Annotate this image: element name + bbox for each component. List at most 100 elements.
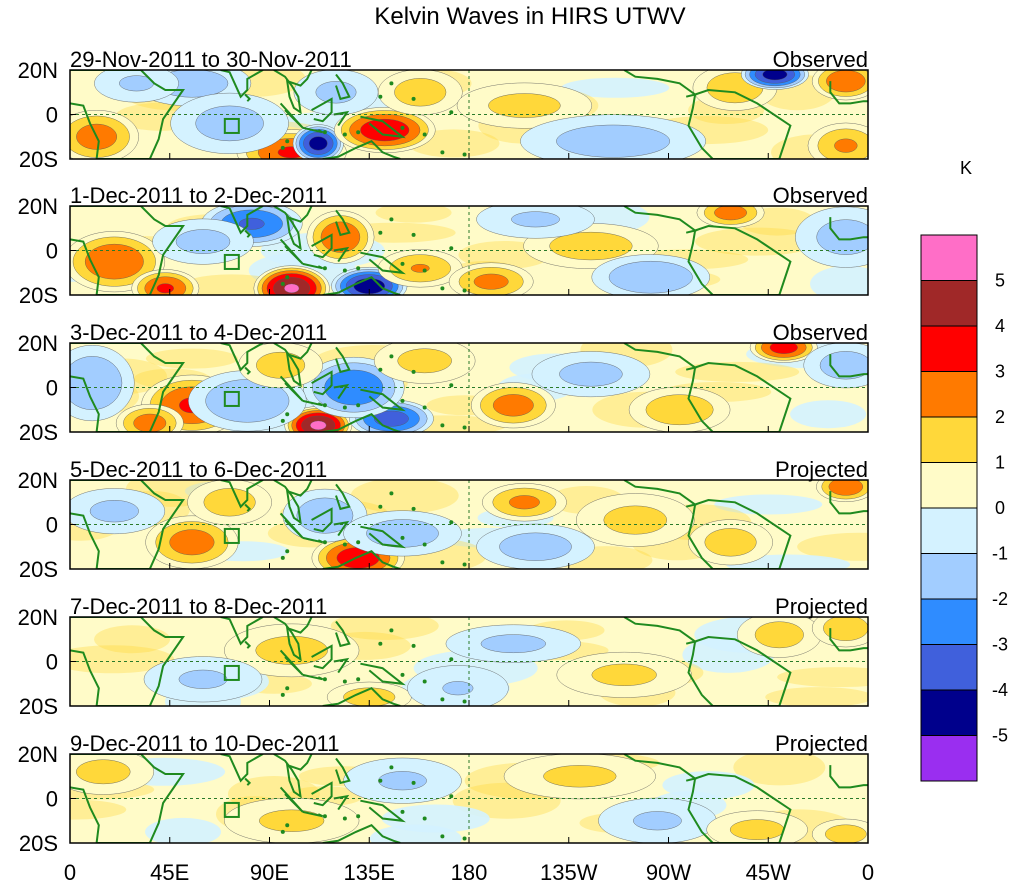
contour-level: [205, 379, 290, 423]
contour-level: [374, 410, 409, 427]
panel-date-range: 3-Dec-2011 to 4-Dec-2011: [70, 320, 327, 345]
island: [449, 246, 454, 251]
coastline: [279, 238, 304, 265]
y-tick-label: 0: [46, 103, 58, 128]
island: [342, 405, 347, 410]
region-box: [223, 117, 240, 134]
x-axis: 0 45E 90E 135E 180 135W 90W 45W 0: [64, 860, 874, 885]
contour-level: [397, 348, 452, 374]
contour-level: [704, 528, 757, 557]
coastline: [623, 480, 698, 508]
colorbar-label: -3: [992, 635, 1008, 655]
island: [411, 232, 416, 237]
coastline: [220, 617, 264, 646]
contour-level: [378, 771, 427, 791]
contour-level: [714, 206, 747, 221]
coastline: [333, 794, 350, 811]
anomaly-feature: [145, 515, 239, 569]
island: [322, 540, 327, 545]
island: [356, 814, 361, 819]
anomaly-feature: [131, 269, 200, 295]
island: [440, 423, 445, 428]
coastline: [311, 97, 333, 123]
contour-level: [509, 495, 540, 510]
contour-level: [556, 124, 670, 158]
x-tick-label: 45W: [746, 860, 791, 885]
x-tick-label: 90E: [250, 860, 289, 885]
anomaly-feature: [816, 480, 868, 502]
coastline: [335, 209, 351, 237]
island: [322, 130, 327, 135]
coastline: [302, 536, 324, 544]
island: [356, 677, 361, 682]
coastline: [273, 206, 313, 251]
contour-level: [195, 105, 264, 142]
island: [400, 261, 405, 266]
colorbar-label: -2: [992, 589, 1008, 609]
contour-level: [603, 505, 667, 535]
coastline: [220, 70, 264, 99]
contour-level: [549, 231, 633, 261]
colorbar-label: -1: [992, 544, 1008, 564]
island: [440, 697, 445, 702]
colorbar: K 5 4 3 2 1 0 -1 -2 -3 -4 -5: [920, 158, 1008, 782]
island: [378, 94, 383, 99]
coastline: [279, 512, 304, 539]
panel-plot-area: [70, 480, 868, 569]
x-tick-label: 0: [862, 860, 874, 885]
panel-plot-area: [70, 617, 868, 706]
panel-date-range: 29-Nov-2011 to 30-Nov-2011: [70, 47, 352, 72]
panel-plot-area: [70, 206, 868, 295]
island: [280, 555, 285, 560]
panels-group: 20N 0 20S 29-Nov-2011 to 30-Nov-2011 Observe…: [18, 47, 869, 856]
background-patch: [810, 265, 868, 295]
island: [440, 150, 445, 155]
contour-level: [823, 617, 868, 641]
anomaly-feature: [471, 382, 556, 429]
island: [411, 96, 416, 101]
anomaly-feature: [807, 122, 868, 159]
background-patch: [662, 771, 755, 800]
coastline: [244, 503, 252, 512]
island: [462, 836, 467, 841]
contour-level: [310, 420, 327, 431]
coastline: [829, 217, 868, 241]
panel-status: Projected: [775, 731, 868, 756]
island: [389, 765, 394, 770]
anomaly-feature: [326, 681, 412, 706]
coastline: [244, 777, 252, 786]
anomaly-feature: [152, 218, 254, 265]
coastline: [311, 370, 333, 396]
island: [285, 412, 290, 417]
y-tick-label: 0: [46, 513, 58, 538]
coastline: [687, 361, 792, 432]
y-tick-label: 20S: [19, 420, 58, 445]
island: [342, 542, 347, 547]
contour-level: [591, 663, 657, 686]
contour-level: [89, 500, 139, 523]
background-patch: [695, 227, 820, 256]
coastline: [302, 399, 324, 407]
background-patch: [765, 687, 868, 706]
coastline: [70, 206, 186, 295]
island: [449, 657, 454, 662]
island: [422, 816, 427, 821]
coastline: [829, 354, 868, 378]
background-patch: [70, 645, 175, 674]
island: [422, 542, 427, 547]
island: [400, 672, 405, 677]
contour-level: [394, 78, 447, 107]
region-box: [223, 527, 240, 544]
coastline: [311, 233, 333, 259]
island: [462, 152, 467, 157]
island: [285, 549, 290, 554]
island: [449, 110, 454, 115]
island: [389, 491, 394, 496]
island: [285, 275, 290, 280]
contour-level: [410, 263, 430, 273]
y-tick-label: 20N: [18, 605, 58, 630]
anomaly-feature: [520, 114, 706, 159]
island: [342, 816, 347, 821]
colorbar-swatch: [920, 689, 978, 736]
anomaly-feature: [187, 480, 272, 526]
